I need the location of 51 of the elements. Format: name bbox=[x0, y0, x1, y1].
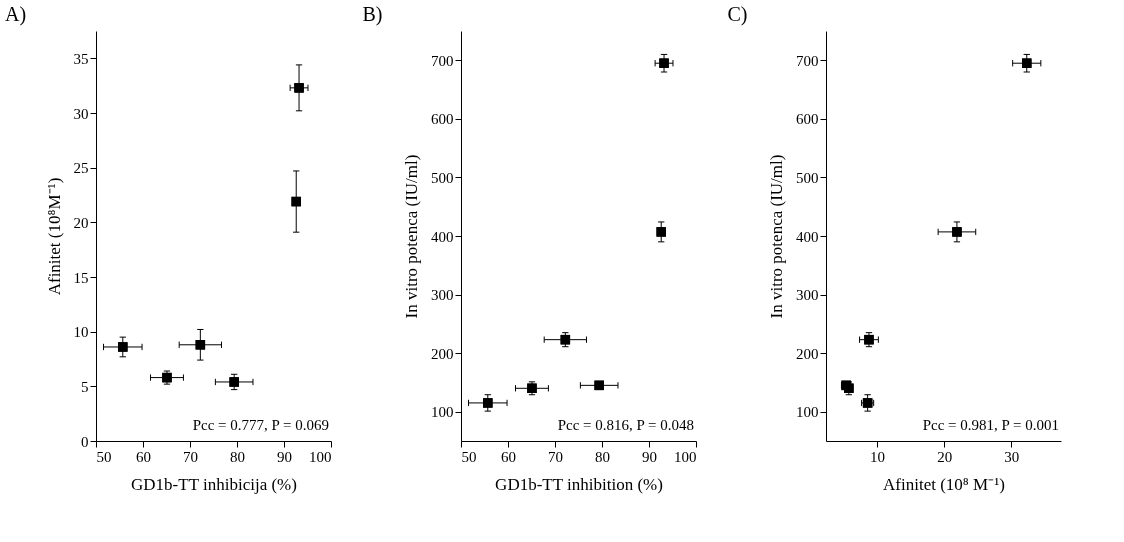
y-tick-label: 15 bbox=[73, 269, 89, 286]
x-tick-label: 80 bbox=[230, 448, 245, 465]
x-tick-label: 70 bbox=[183, 448, 198, 465]
annotation: Pcc = 0.981, P = 0.001 bbox=[922, 417, 1059, 433]
annotation: Pcc = 0.816, P = 0.048 bbox=[557, 417, 694, 433]
x-tick-label: 90 bbox=[277, 448, 292, 465]
y-tick-label: 35 bbox=[73, 50, 89, 67]
y-tick-label: 500 bbox=[431, 169, 454, 186]
x-tick-label: 10 bbox=[870, 448, 886, 465]
x-axis-title: GD1b-TT inhibicija (%) bbox=[131, 474, 297, 494]
x-tick-label: 50 bbox=[96, 448, 112, 465]
x-axis-title: Afinitet (10⁸ M⁻¹) bbox=[883, 474, 1005, 494]
x-tick-label: 20 bbox=[937, 448, 953, 465]
x-tick-label: 90 bbox=[642, 448, 657, 465]
y-tick-label: 10 bbox=[73, 324, 89, 341]
y-tick-label: 400 bbox=[796, 228, 819, 245]
y-tick-label: 400 bbox=[431, 228, 454, 245]
x-tick-label: 100 bbox=[674, 448, 697, 465]
y-tick-label: 5 bbox=[81, 378, 89, 395]
x-tick-label: 60 bbox=[136, 448, 151, 465]
y-tick-label: 25 bbox=[73, 160, 89, 177]
x-tick-label: 80 bbox=[595, 448, 610, 465]
y-tick-label: 200 bbox=[796, 345, 819, 362]
y-tick-label: 300 bbox=[431, 287, 454, 304]
x-axis-title: GD1b-TT inhibition (%) bbox=[495, 474, 663, 494]
chart-title: B) bbox=[362, 3, 383, 26]
point bbox=[952, 227, 962, 237]
y-tick-label: 100 bbox=[796, 404, 819, 421]
x-tick-label: 100 bbox=[309, 448, 332, 465]
y-tick-label: 600 bbox=[796, 111, 819, 128]
y-tick-label: 200 bbox=[431, 345, 454, 362]
x-tick-label: 70 bbox=[548, 448, 563, 465]
x-tick-label: 60 bbox=[501, 448, 516, 465]
y-tick-label: 300 bbox=[796, 287, 819, 304]
y-tick-label: 30 bbox=[73, 105, 89, 122]
x-tick-label: 30 bbox=[1004, 448, 1020, 465]
y-tick-label: 100 bbox=[431, 404, 454, 421]
y-axis-title: In vitro potenca (IU/ml) bbox=[767, 154, 786, 319]
y-tick-label: 0 bbox=[81, 433, 89, 450]
y-tick-label: 600 bbox=[431, 111, 454, 128]
annotation: Pcc = 0.777, P = 0.069 bbox=[192, 417, 329, 433]
y-axis-title: In vitro potenca (IU/ml) bbox=[402, 154, 421, 319]
y-tick-label: 700 bbox=[796, 52, 819, 69]
chart-title: A) bbox=[5, 3, 27, 26]
y-tick-label: 20 bbox=[73, 214, 89, 231]
x-tick-label: 50 bbox=[461, 448, 477, 465]
chart-title: C) bbox=[727, 3, 748, 26]
y-axis-title: Afinitet (10⁸M⁻¹) bbox=[44, 177, 64, 296]
y-tick-label: 700 bbox=[431, 52, 454, 69]
y-tick-label: 500 bbox=[796, 169, 819, 186]
point bbox=[1022, 58, 1032, 68]
